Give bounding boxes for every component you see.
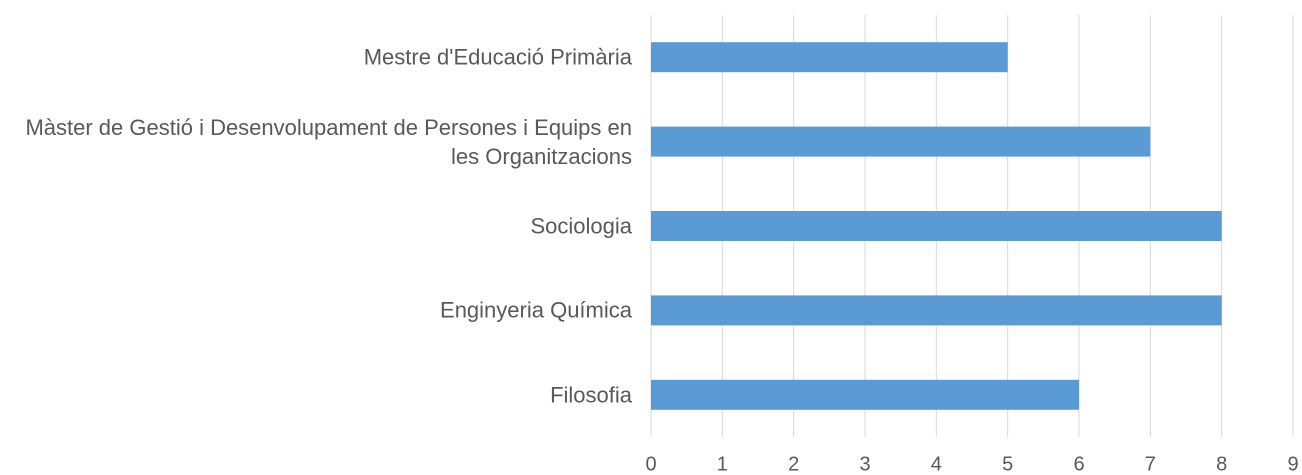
x-tick-label: 1: [717, 453, 728, 475]
category-label: Filosofia: [550, 382, 632, 408]
x-tick-label: 3: [859, 453, 870, 475]
x-tick-label: 8: [1216, 453, 1227, 475]
x-tick-label: 6: [1073, 453, 1084, 475]
x-tick-label: 2: [788, 453, 799, 475]
x-tick-label: 5: [1002, 453, 1013, 475]
category-label: Sociologia: [530, 213, 632, 239]
category-label: Màster de Gestió i Desenvolupament de Pe…: [25, 114, 632, 169]
category-label: Mestre d'Educació Primària: [363, 44, 632, 70]
bar: [651, 295, 1222, 326]
bar: [651, 211, 1222, 241]
x-tick-label: 9: [1287, 453, 1298, 475]
x-tick-label: 4: [931, 453, 942, 475]
x-tick-label: 7: [1145, 453, 1156, 475]
bar: [651, 42, 1008, 73]
x-tick-label: 0: [645, 453, 656, 475]
category-label: Enginyeria Química: [440, 297, 632, 323]
bar: [651, 126, 1151, 157]
bar: [651, 379, 1079, 410]
